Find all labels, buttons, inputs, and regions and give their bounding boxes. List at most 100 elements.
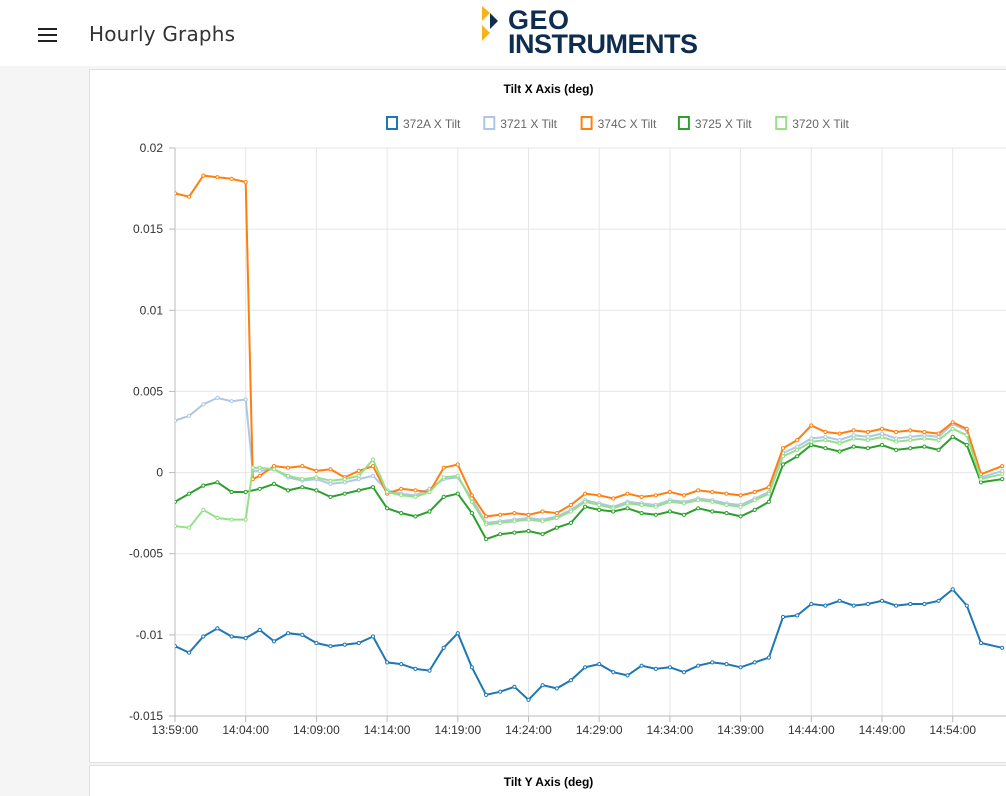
logo-mark-icon bbox=[482, 6, 498, 41]
data-point bbox=[498, 532, 503, 537]
data-point bbox=[257, 465, 262, 470]
data-point bbox=[738, 493, 743, 498]
data-point bbox=[484, 692, 489, 698]
data-point bbox=[710, 660, 715, 665]
data-point bbox=[851, 436, 856, 441]
data-point bbox=[922, 436, 927, 441]
data-point bbox=[879, 434, 885, 439]
data-point bbox=[243, 517, 248, 522]
y-tick-label: 0.005 bbox=[133, 384, 163, 398]
data-point bbox=[964, 426, 969, 431]
data-point bbox=[257, 627, 262, 633]
data-point bbox=[512, 519, 517, 524]
data-point bbox=[215, 626, 220, 631]
data-point bbox=[879, 598, 885, 603]
data-point bbox=[696, 488, 701, 493]
x-tick-label: 14:09:00 bbox=[293, 723, 340, 737]
data-point bbox=[385, 506, 390, 511]
data-point bbox=[271, 639, 277, 644]
data-point bbox=[243, 180, 248, 185]
data-point bbox=[175, 418, 178, 423]
left-sidebar bbox=[0, 66, 89, 787]
data-point bbox=[809, 601, 814, 607]
data-point bbox=[175, 191, 178, 196]
data-point bbox=[215, 395, 220, 400]
logo-text-geo: GEO bbox=[508, 5, 570, 35]
data-point bbox=[484, 522, 489, 527]
data-point bbox=[710, 489, 715, 495]
data-point bbox=[667, 665, 673, 670]
data-point bbox=[512, 684, 517, 689]
data-point bbox=[484, 537, 489, 542]
data-point bbox=[583, 504, 588, 509]
data-point bbox=[780, 462, 786, 467]
data-point bbox=[271, 467, 277, 472]
data-point bbox=[399, 511, 404, 516]
x-tick-label: 14:34:00 bbox=[647, 723, 694, 737]
data-point bbox=[752, 498, 757, 503]
data-point bbox=[795, 438, 800, 443]
series-line bbox=[175, 396, 1003, 524]
data-point bbox=[809, 439, 814, 444]
data-point bbox=[1000, 464, 1005, 469]
legend-swatch bbox=[483, 116, 496, 130]
data-point bbox=[908, 446, 913, 451]
data-point bbox=[413, 666, 418, 672]
data-point bbox=[370, 464, 376, 469]
data-point bbox=[823, 603, 828, 608]
data-point bbox=[540, 519, 545, 524]
hamburger-menu-icon[interactable] bbox=[38, 28, 58, 42]
data-point bbox=[286, 473, 291, 478]
data-point bbox=[286, 631, 291, 636]
data-point bbox=[894, 447, 899, 452]
data-point bbox=[1000, 472, 1005, 477]
data-point bbox=[611, 506, 616, 511]
data-point bbox=[922, 429, 927, 435]
geo-instruments-logo[interactable]: GEO INSTRUMENTS bbox=[478, 4, 723, 62]
data-point bbox=[554, 686, 559, 691]
data-point bbox=[950, 426, 955, 431]
data-point bbox=[201, 402, 206, 407]
data-point bbox=[370, 457, 376, 462]
legend-swatch bbox=[775, 116, 788, 130]
legend-swatch bbox=[386, 116, 398, 130]
data-point bbox=[922, 601, 927, 607]
y-tick-label: -0.005 bbox=[129, 547, 163, 561]
x-tick-label: 14:14:00 bbox=[364, 723, 411, 737]
top-app-bar: Hourly Graphs GEO INSTRUMENTS bbox=[0, 0, 1006, 66]
data-point bbox=[865, 429, 871, 435]
data-point bbox=[950, 434, 955, 439]
data-point bbox=[583, 665, 588, 670]
data-point bbox=[696, 506, 701, 511]
data-point bbox=[936, 431, 941, 436]
data-point bbox=[780, 614, 786, 620]
x-tick-label: 13:59:00 bbox=[152, 723, 199, 737]
x-tick-label: 14:39:00 bbox=[717, 723, 764, 737]
data-point bbox=[950, 587, 955, 592]
data-point bbox=[865, 446, 871, 451]
data-point bbox=[879, 426, 885, 431]
legend-label: 374C X Tilt bbox=[598, 117, 657, 131]
data-point bbox=[187, 491, 192, 496]
data-point bbox=[625, 501, 630, 506]
data-point bbox=[625, 673, 630, 678]
data-point bbox=[837, 598, 842, 603]
data-point bbox=[780, 454, 786, 459]
data-point bbox=[568, 678, 573, 683]
data-point bbox=[568, 509, 573, 514]
legend-label: 3721 X Tilt bbox=[500, 117, 557, 131]
data-point bbox=[413, 494, 418, 499]
x-tick-label: 14:54:00 bbox=[929, 723, 976, 737]
legend-label: 3720 X Tilt bbox=[792, 117, 849, 131]
x-tick-label: 14:19:00 bbox=[434, 723, 481, 737]
data-point bbox=[512, 530, 517, 535]
data-point bbox=[455, 473, 460, 478]
data-point bbox=[201, 173, 206, 178]
data-point bbox=[526, 517, 531, 522]
x-tick-label: 14:49:00 bbox=[859, 723, 906, 737]
data-point bbox=[540, 683, 545, 688]
data-point bbox=[201, 634, 206, 639]
data-point bbox=[399, 493, 404, 498]
data-point bbox=[441, 494, 446, 499]
data-point bbox=[710, 509, 715, 514]
